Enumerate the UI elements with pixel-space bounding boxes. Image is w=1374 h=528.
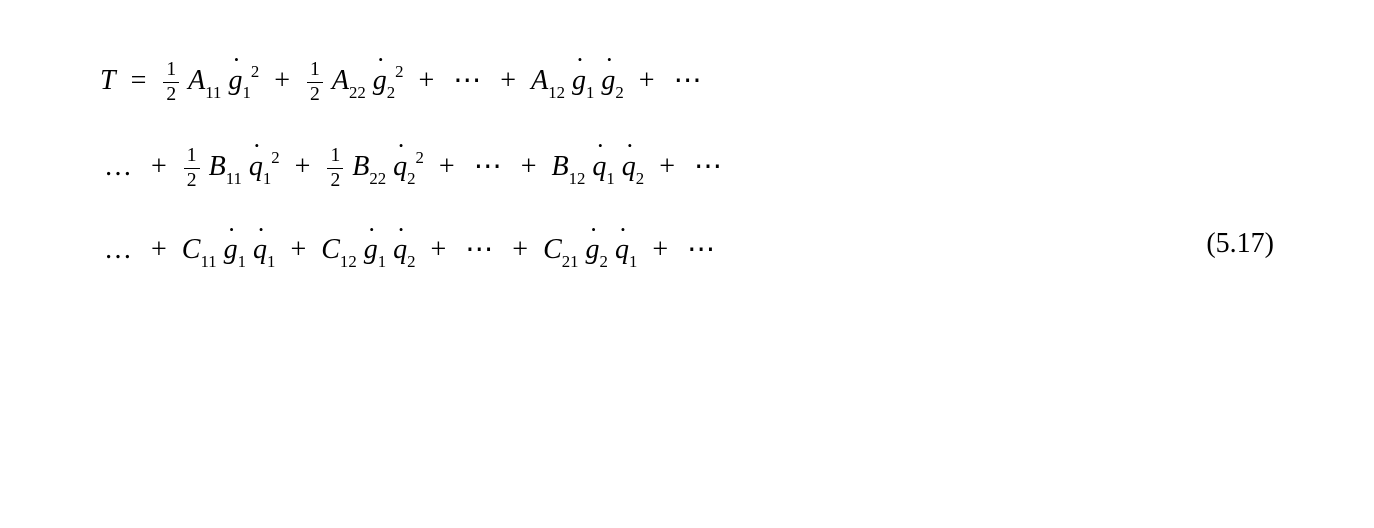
half-fraction: 1 2 — [163, 60, 179, 104]
var-q1-dot: ·q — [249, 151, 263, 183]
ellipsis: ⋯ — [687, 234, 715, 265]
plus-sign: + — [521, 151, 537, 182]
plus-sign: + — [512, 234, 528, 265]
var-g1-dot: ·g — [572, 65, 586, 97]
var-g1-dot: ·g — [364, 234, 378, 266]
plus-sign: + — [419, 65, 435, 96]
coef-C11: C — [182, 234, 201, 266]
coef-C21: C — [543, 234, 562, 266]
plus-sign: + — [151, 234, 167, 265]
equation-line-3: … + C11 ·g1 ·q1 + C12 ·g1 ·q2 + ⋯ + C21 … — [100, 232, 1146, 270]
var-q2-dot: ·q — [622, 151, 636, 183]
equation-line-1: T = 1 2 A11 ·g12 + 1 2 A22 ·g22 + ⋯ + A1… — [100, 60, 1146, 104]
leading-ellipsis: … — [104, 234, 132, 265]
plus-sign: + — [430, 234, 446, 265]
var-g1-dot: ·g — [224, 234, 238, 266]
coef-A12: A — [531, 65, 548, 97]
plus-sign: + — [274, 65, 290, 96]
coef-B11: B — [209, 151, 226, 183]
plus-sign: + — [652, 234, 668, 265]
coef-A11: A — [188, 65, 205, 97]
plus-sign: + — [295, 151, 311, 182]
plus-sign: + — [659, 151, 675, 182]
equation-line-2: … + 1 2 B11 ·q12 + 1 2 B22 ·q22 + ⋯ + B1… — [100, 146, 1146, 190]
half-fraction: 1 2 — [307, 60, 323, 104]
plus-sign: + — [500, 65, 516, 96]
half-fraction: 1 2 — [184, 146, 200, 190]
half-fraction: 1 2 — [327, 146, 343, 190]
var-q1-dot: ·q — [253, 234, 267, 266]
var-q2-dot: ·q — [393, 234, 407, 266]
equation-block: T = 1 2 A11 ·g12 + 1 2 A22 ·g22 + ⋯ + A1… — [100, 60, 1274, 270]
ellipsis: ⋯ — [694, 151, 722, 182]
coef-A22: A — [332, 65, 349, 97]
equals-sign: = — [131, 65, 147, 96]
plus-sign: + — [290, 234, 306, 265]
equation-number: (5.17) — [1146, 228, 1274, 270]
coef-C12: C — [321, 234, 340, 266]
plus-sign: + — [639, 65, 655, 96]
plus-sign: + — [439, 151, 455, 182]
plus-sign: + — [151, 151, 167, 182]
ellipsis: ⋯ — [474, 151, 502, 182]
coef-B12: B — [552, 151, 569, 183]
var-g1-dot: ·g — [228, 65, 242, 97]
leading-ellipsis: … — [104, 151, 132, 182]
var-q1-dot: ·q — [592, 151, 606, 183]
ellipsis: ⋯ — [674, 65, 702, 96]
equation-lines: T = 1 2 A11 ·g12 + 1 2 A22 ·g22 + ⋯ + A1… — [100, 60, 1146, 270]
var-g2-dot: ·g — [586, 234, 600, 266]
lhs-variable: T — [100, 65, 116, 97]
var-g2-dot: ·g — [373, 65, 387, 97]
var-q1-dot: ·q — [615, 234, 629, 266]
ellipsis: ⋯ — [453, 65, 481, 96]
ellipsis: ⋯ — [465, 234, 493, 265]
coef-B22: B — [352, 151, 369, 183]
var-g2-dot: ·g — [601, 65, 615, 97]
var-q2-dot: ·q — [393, 151, 407, 183]
